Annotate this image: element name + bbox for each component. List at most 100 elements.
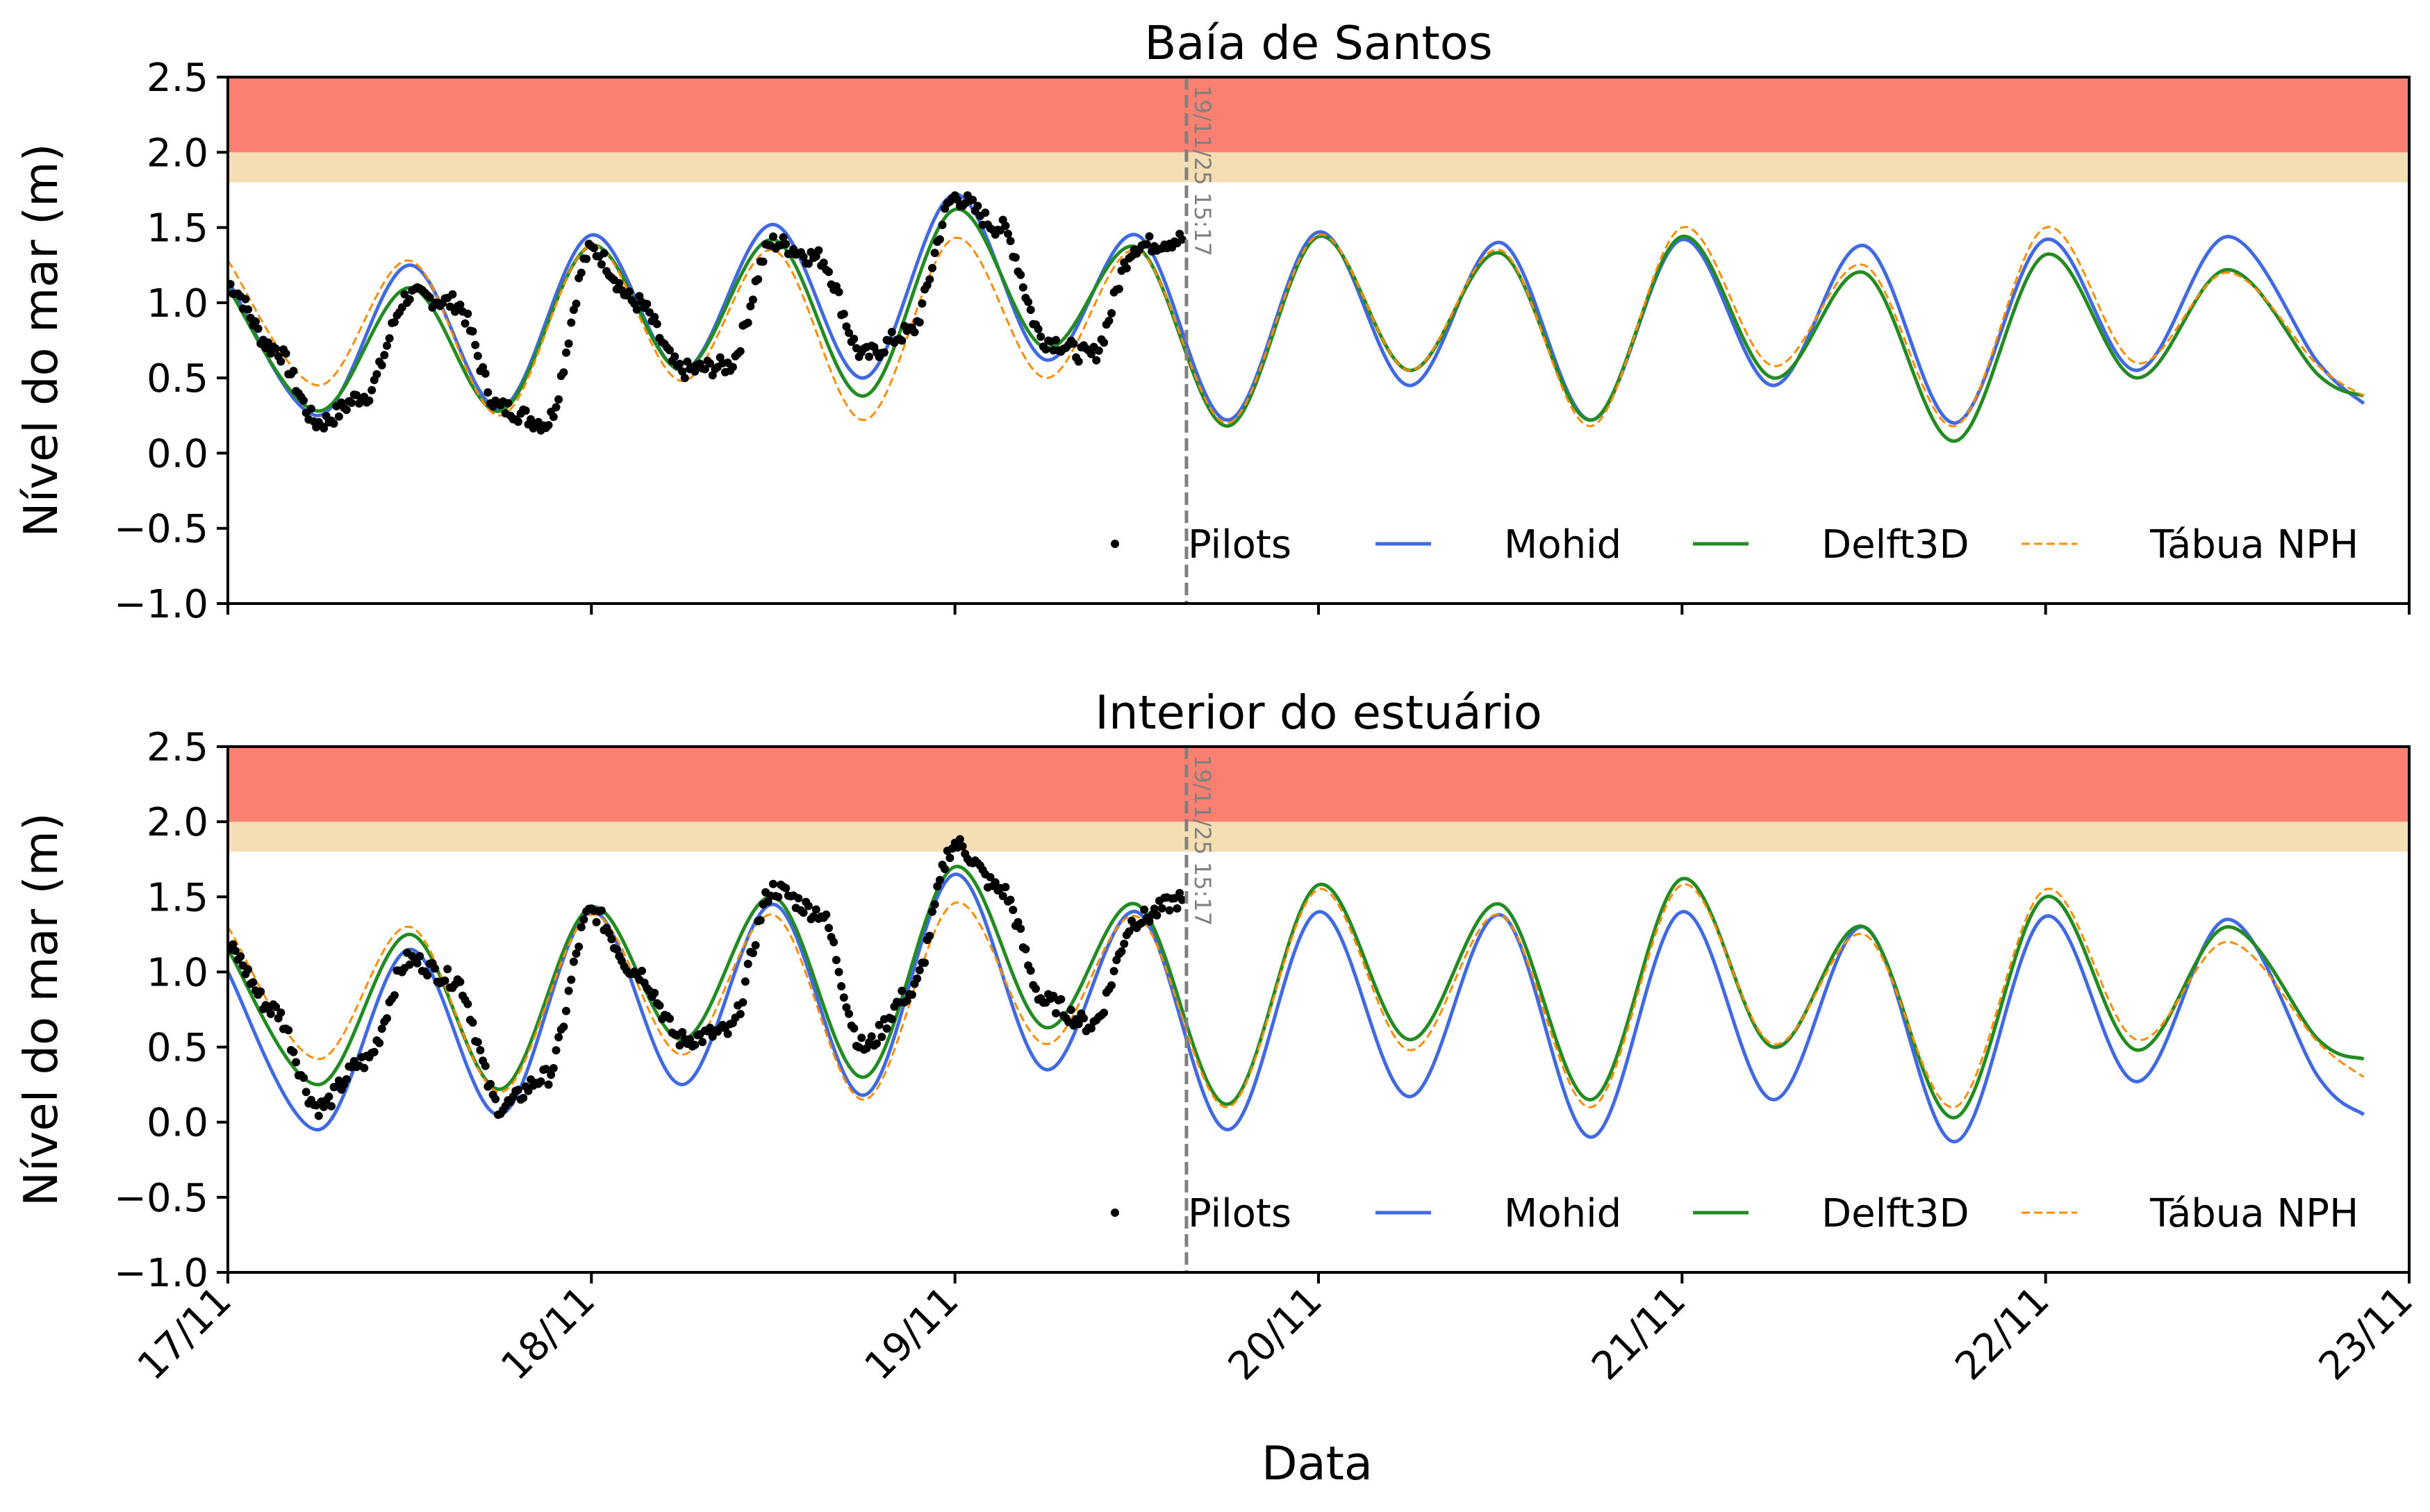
pilots-point — [1152, 911, 1162, 920]
pilots-point — [276, 357, 286, 366]
pilots-point — [918, 299, 927, 308]
pilots-point — [652, 319, 661, 329]
pilots-point — [236, 952, 245, 961]
pilots-point — [569, 957, 578, 966]
pilots-point — [231, 946, 240, 955]
panel-title: Baía de Santos — [1144, 16, 1492, 70]
pilots-point — [524, 1086, 533, 1095]
y-tick-label: −1.0 — [114, 1251, 208, 1296]
pilots-point — [400, 290, 409, 299]
pilots-point — [301, 1088, 311, 1097]
y-tick-label: −0.5 — [114, 507, 208, 552]
pilots-point — [413, 958, 422, 967]
pilots-point — [675, 359, 684, 368]
pilots-point — [799, 908, 808, 917]
pilots-point — [244, 305, 253, 314]
pilots-point — [875, 1020, 884, 1029]
legend-label: Delft3D — [1821, 1191, 1969, 1236]
pilots-point — [254, 324, 263, 333]
pilots-point — [266, 1009, 275, 1018]
pilots-point — [1080, 1014, 1088, 1023]
pilots-point — [991, 878, 1000, 887]
pilots-point — [1117, 947, 1126, 956]
pilots-point — [1066, 1006, 1075, 1014]
pilots-point — [468, 1018, 477, 1027]
pilots-point — [804, 902, 813, 911]
pilots-point — [723, 1029, 732, 1038]
pilots-point — [1069, 339, 1078, 348]
legend-marker — [1111, 1208, 1119, 1217]
pilots-point — [292, 1058, 301, 1067]
pilots-point — [1026, 306, 1035, 315]
pilots-point — [592, 917, 601, 927]
pilots-point — [887, 1015, 896, 1024]
legend-label: Tábua NPH — [2149, 522, 2358, 567]
pilots-point — [955, 835, 964, 844]
pilots-point — [519, 1093, 528, 1102]
pilots-point — [463, 309, 472, 318]
pilots-point — [1016, 924, 1025, 933]
y-tick-label: 1.0 — [147, 281, 208, 326]
pilots-point — [743, 959, 752, 968]
pilots-point — [334, 412, 343, 421]
pilots-point — [562, 348, 570, 357]
pilots-point — [299, 1073, 308, 1082]
pilots-point — [850, 334, 859, 343]
pilots-point — [415, 952, 424, 961]
forecast-start-label: 19/11/25 15:17 — [1189, 755, 1216, 926]
pilots-point — [324, 1093, 333, 1101]
pilots-point — [491, 1095, 500, 1104]
y-tick-label: 0.0 — [147, 1101, 208, 1146]
pilots-point — [706, 359, 715, 368]
pilots-point — [691, 367, 700, 376]
pilots-point — [865, 352, 874, 361]
pilots-point — [1009, 906, 1018, 915]
pilots-point — [928, 264, 936, 272]
pilots-point — [879, 348, 888, 357]
y-tick-label: 2.5 — [147, 56, 208, 101]
pilots-point — [675, 1041, 684, 1050]
pilots-point — [473, 1038, 482, 1047]
pilots-point — [930, 900, 939, 909]
pilots-point — [456, 977, 465, 986]
pilots-point — [873, 1039, 881, 1048]
series-pilots — [228, 835, 1187, 1120]
pilots-point — [1041, 345, 1050, 354]
alert-band-red — [228, 77, 2409, 153]
pilots-point — [925, 931, 934, 940]
legend-marker — [1111, 540, 1119, 548]
pilots-point — [481, 1061, 490, 1070]
pilots-point — [513, 417, 522, 426]
pilots-point — [352, 391, 361, 399]
pilots-point — [1036, 332, 1045, 341]
pilots-point — [276, 1008, 286, 1017]
pilots-point — [748, 949, 757, 958]
pilots-point — [370, 1047, 379, 1056]
pilots-point — [390, 991, 399, 1000]
pilots-point — [544, 1080, 553, 1089]
pilots-point — [552, 403, 561, 412]
alert-band-red — [228, 747, 2409, 822]
pilots-point — [1086, 1024, 1096, 1033]
pilots-point — [597, 260, 606, 269]
pilots-point — [559, 1022, 568, 1031]
pilots-point — [367, 385, 377, 394]
pilots-point — [1024, 297, 1033, 306]
pilots-point — [698, 1038, 707, 1047]
pilots-point — [272, 344, 281, 354]
pilots-point — [680, 374, 689, 383]
pilots-point — [443, 965, 452, 974]
pilots-point — [1177, 235, 1187, 244]
pilots-point — [486, 1079, 495, 1088]
panel-2: 19/11/25 15:17 2.5 2.0 1.5 1.0 0.5 0.0 −0.5 −1.0… — [14, 686, 2422, 1389]
pilots-point — [431, 964, 439, 973]
pilots-point — [867, 1032, 876, 1041]
pilots-point — [925, 275, 934, 284]
pilots-point — [945, 854, 954, 863]
pilots-point — [832, 956, 841, 965]
pilots-point — [625, 287, 634, 296]
pilots-point — [741, 977, 750, 986]
pilots-point — [1107, 309, 1116, 317]
pilots-point — [281, 349, 290, 358]
legend-label: Mohid — [1504, 1191, 1621, 1236]
